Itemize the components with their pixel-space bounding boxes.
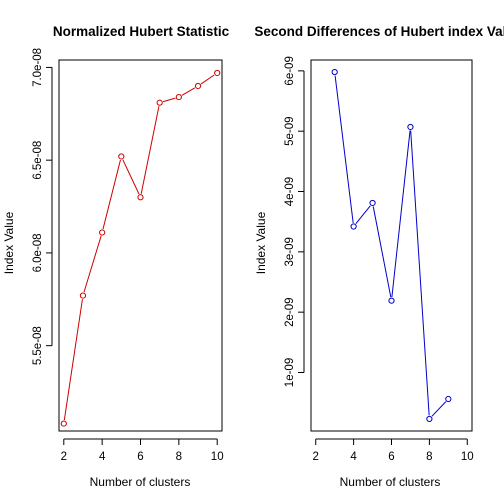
x-tick-label: 4 xyxy=(350,451,357,463)
chart-title: Second Differences of Hubert index Value… xyxy=(254,24,504,39)
data-point xyxy=(445,395,452,403)
data-point xyxy=(79,292,87,299)
x-tick-label: 8 xyxy=(176,451,182,463)
x-tick-label: 10 xyxy=(461,451,474,463)
data-point xyxy=(350,223,357,230)
data-point xyxy=(156,99,163,106)
x-tick-label: 10 xyxy=(211,451,224,463)
series-line-segment xyxy=(102,159,121,230)
data-point xyxy=(175,94,182,101)
series-line-segment xyxy=(200,74,215,85)
x-axis-label: Number of clusters xyxy=(340,475,441,489)
data-point xyxy=(214,69,221,77)
x-tick-label: 2 xyxy=(313,451,319,463)
series-line-segment xyxy=(140,106,160,194)
data-point xyxy=(407,123,414,131)
y-tick-label: 6e-09 xyxy=(284,56,296,85)
series-line-segment xyxy=(63,299,83,421)
data-point xyxy=(99,229,106,236)
data-point xyxy=(426,415,433,423)
series-line-segment xyxy=(122,159,140,195)
series-line-segment xyxy=(355,205,371,225)
x-tick-label: 4 xyxy=(99,451,106,463)
y-axis-label: Index Value xyxy=(254,211,268,274)
y-tick-label: 7.0e-08 xyxy=(32,48,44,87)
series-line-segment xyxy=(334,75,354,223)
y-tick-label: 4e-09 xyxy=(284,177,296,206)
y-tick-label: 6.5e-08 xyxy=(32,141,44,180)
y-tick-label: 3e-09 xyxy=(284,237,296,266)
data-point xyxy=(137,194,144,201)
series-line-segment xyxy=(162,97,176,103)
x-tick-label: 2 xyxy=(61,451,67,463)
data-point xyxy=(118,153,125,160)
x-tick-label: 6 xyxy=(137,451,143,463)
x-axis-label: Number of clusters xyxy=(90,475,191,489)
y-tick-label: 5.5e-08 xyxy=(32,326,44,365)
y-axis-label: Index Value xyxy=(2,211,16,274)
series-line-segment xyxy=(391,130,411,298)
plot-frame xyxy=(58,59,223,432)
plot-frame xyxy=(310,59,473,432)
series-line-segment xyxy=(410,130,430,416)
y-tick-label: 6.0e-08 xyxy=(32,233,44,272)
data-point xyxy=(369,199,376,207)
y-tick-label: 5e-09 xyxy=(284,116,296,145)
data-point xyxy=(388,297,395,304)
data-point xyxy=(331,68,338,76)
y-tick-label: 2e-09 xyxy=(284,297,296,326)
series-line-segment xyxy=(83,235,102,293)
second-differences-panel: Second Differences of Hubert index Value… xyxy=(254,24,504,489)
series-line-segment xyxy=(372,206,392,298)
x-tick-label: 8 xyxy=(426,451,432,463)
hubert-statistic-panel: Normalized Hubert Statistic Number of cl… xyxy=(2,24,230,489)
series-line-segment xyxy=(181,87,196,96)
series-line-segment xyxy=(431,401,447,417)
data-point xyxy=(60,420,67,427)
chart-title: Normalized Hubert Statistic xyxy=(53,24,230,39)
x-tick-label: 6 xyxy=(388,451,394,463)
data-point xyxy=(194,82,202,90)
y-tick-label: 1e-09 xyxy=(284,358,296,387)
